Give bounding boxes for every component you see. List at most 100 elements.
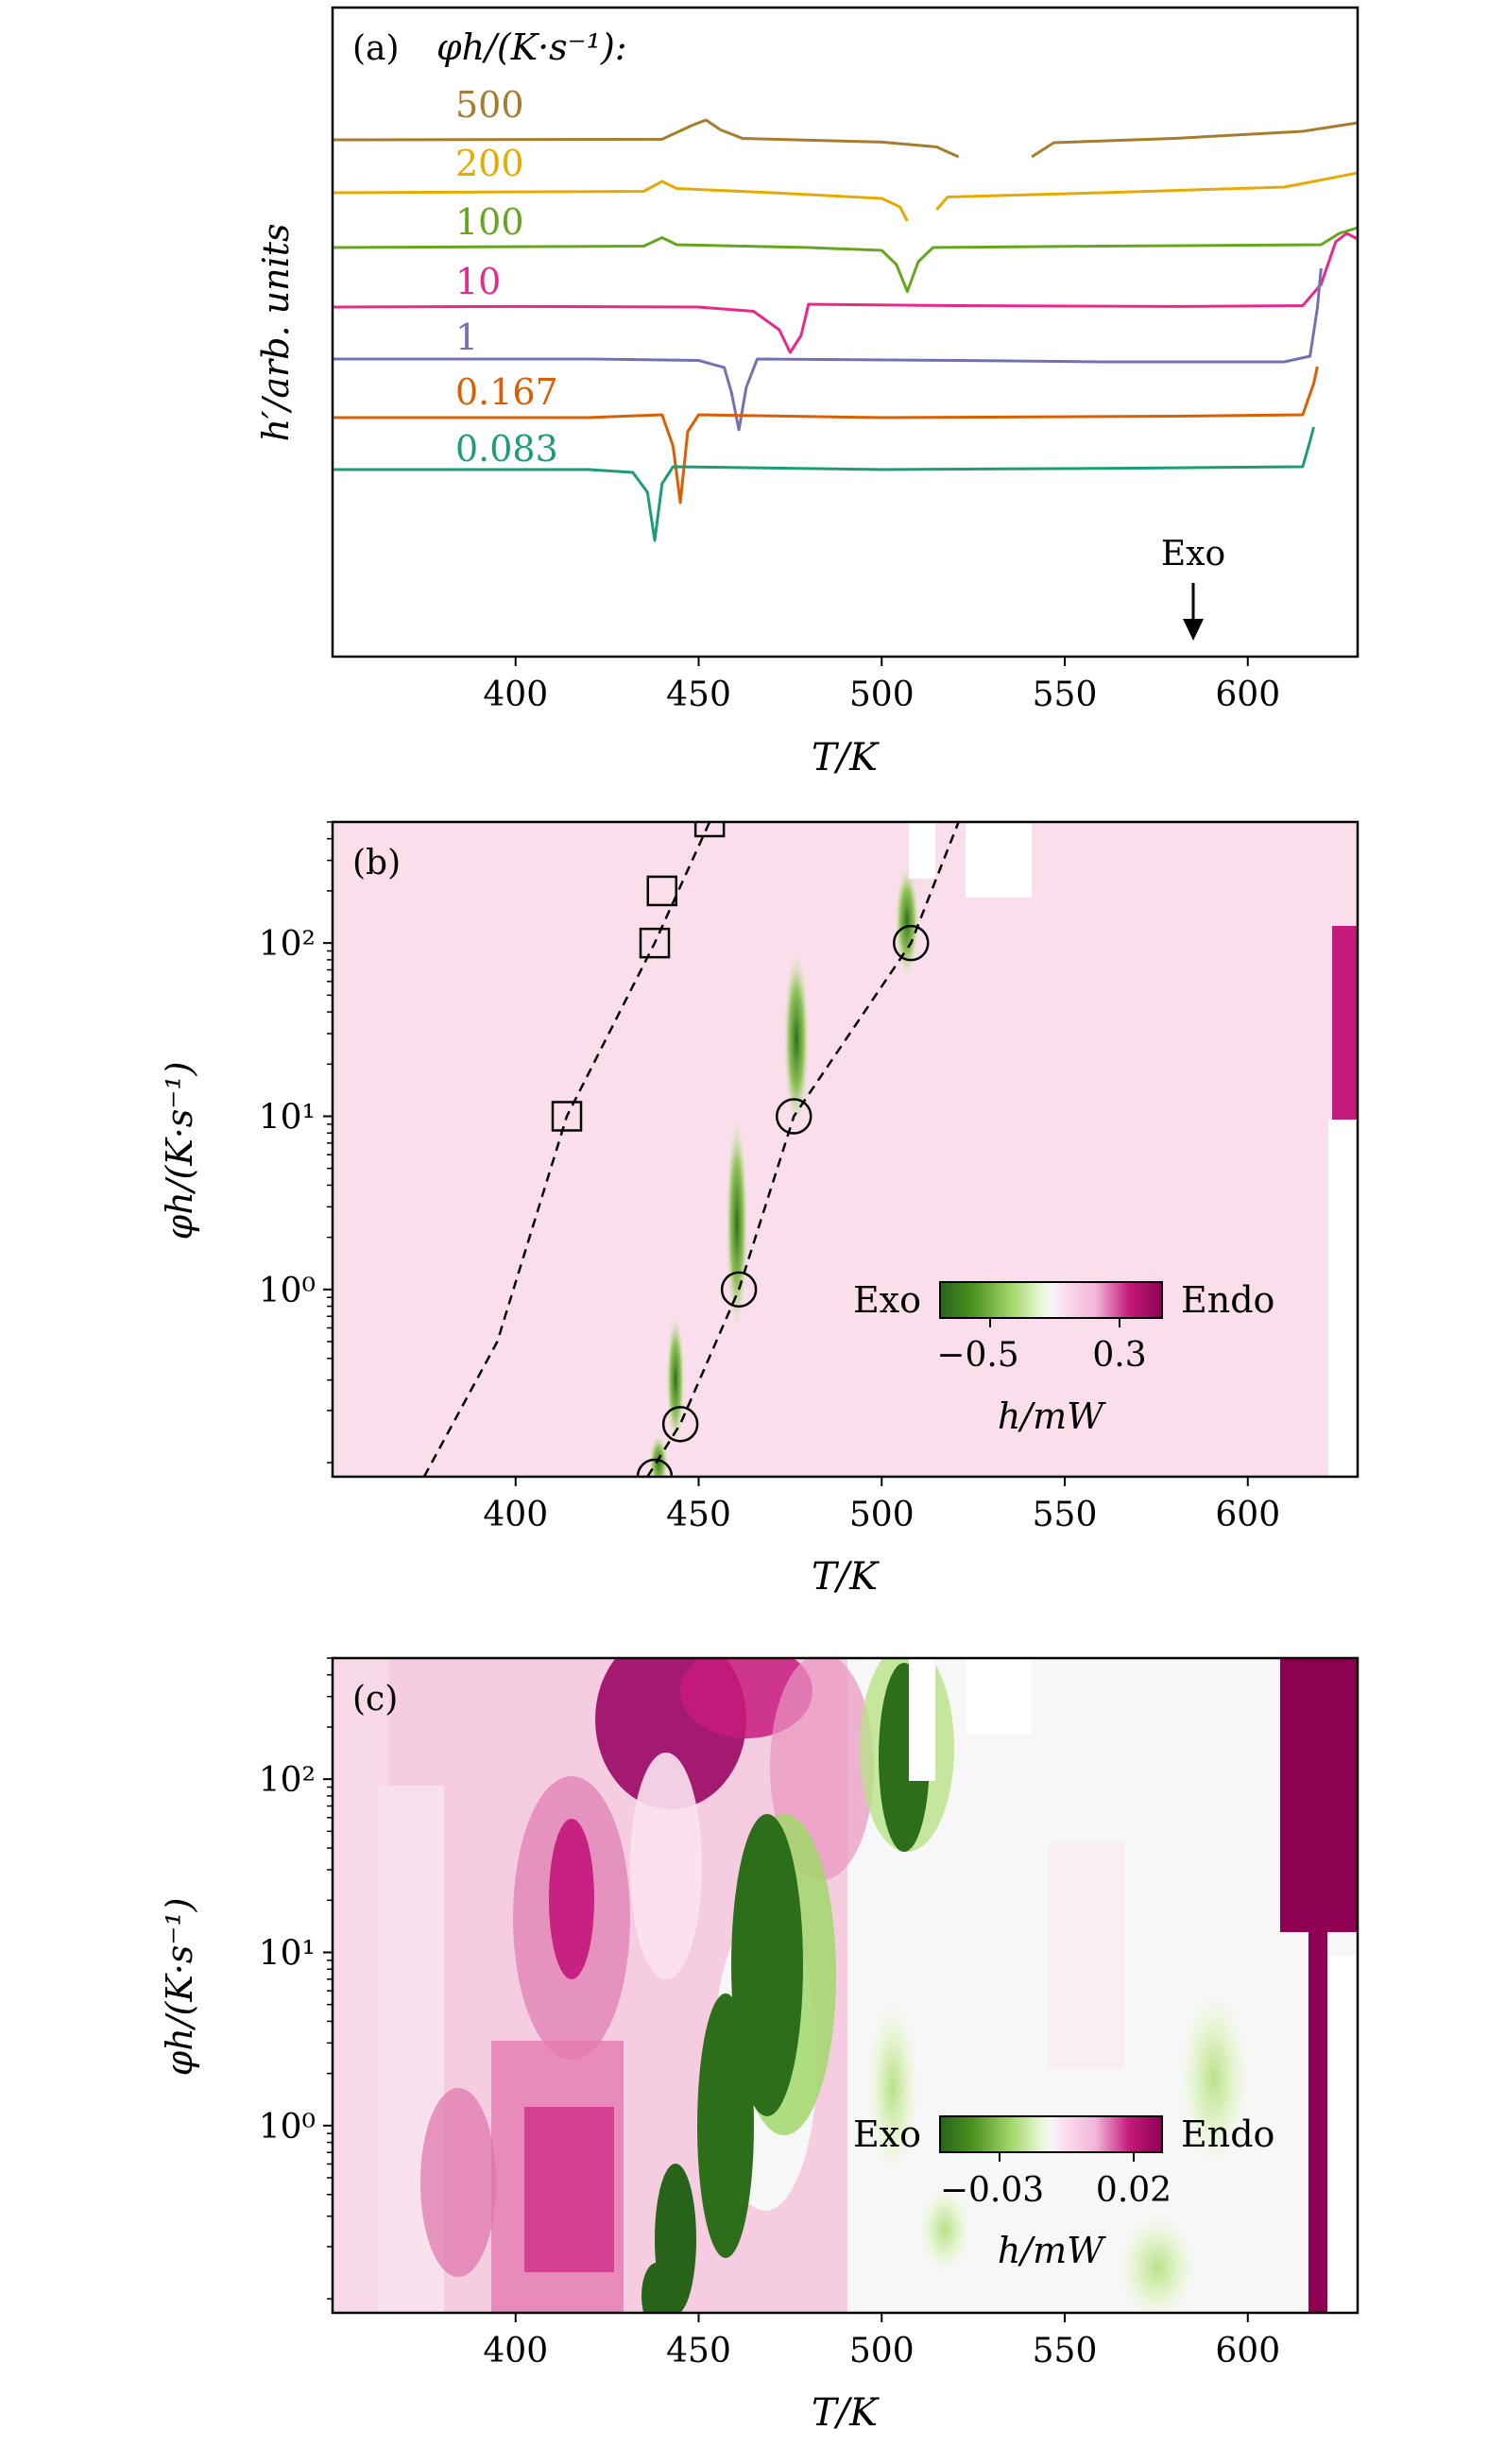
y-tick-label: 10⁰ (259, 1272, 316, 1310)
blank-region-b (1328, 1120, 1358, 1477)
heatmap-b (333, 822, 1358, 1477)
plot-frame-c (331, 1656, 1360, 2315)
x-tick-label: 450 (666, 1496, 731, 1534)
exo-blob-c (641, 2263, 672, 2313)
y-tick-label: 10¹ (259, 1098, 316, 1137)
series-line-0.167 (333, 366, 1319, 505)
x-tick-label: 400 (483, 1496, 548, 1534)
series-line-500 (333, 118, 960, 159)
panel-c: 400 450 500 550 600 10⁰ 10¹ 10² (c) Exo Endo −… (159, 1656, 1360, 2435)
colorbar-label: h/mW (998, 2230, 1106, 2271)
blank-region-b (966, 822, 1032, 898)
exo-arrow-icon (1183, 583, 1204, 641)
x-tick-label: 500 (849, 2332, 915, 2370)
x-tick-label: 500 (849, 1496, 915, 1534)
colorbar-exo-label: Exo (853, 2113, 921, 2155)
exo-blob-c (864, 1993, 921, 2182)
x-ticks-a: 400 450 500 550 600 (483, 657, 1280, 714)
blank-region-c (909, 1658, 935, 1781)
legend-entry: 0.083 (455, 428, 558, 470)
square-marker (639, 927, 671, 959)
x-tick-label: 450 (666, 2332, 731, 2370)
series-line-200 (935, 171, 1358, 211)
x-tick-label: 450 (666, 676, 731, 714)
y-ticks-b: 10⁰ 10¹ 10² (259, 821, 333, 1463)
x-tick-label: 400 (483, 676, 548, 714)
fit-lines-b (422, 822, 960, 1477)
exo-blob-c (916, 2182, 973, 2277)
panel-b: 400 450 500 550 600 10⁰ 10¹ 10² (b) Exo Endo −… (159, 820, 1360, 1599)
panel-label-a: (a) (352, 29, 400, 68)
x-tick-label: 550 (1033, 2332, 1098, 2370)
colorbar-tick-label: 0.3 (1092, 1336, 1146, 1375)
colorbar-c: Exo Endo −0.03 0.02 h/mW (853, 2113, 1274, 2271)
x-tick-label: 500 (849, 676, 915, 714)
panel-label-b: (b) (352, 844, 401, 882)
legend-entry: 10 (455, 261, 501, 302)
x-tick-label: 600 (1215, 1496, 1280, 1534)
endo-blob-c (549, 1819, 594, 1979)
line-series-group (333, 118, 1358, 542)
x-axis-label-c: T/K (812, 2391, 880, 2435)
colorbar-tick-label: 0.02 (1096, 2171, 1172, 2210)
colorbar-gradient (939, 2115, 1163, 2153)
legend-entry: 0.167 (455, 371, 558, 413)
y-tick-label: 10² (259, 1761, 316, 1800)
colorbar-tick-label: −0.5 (936, 1336, 1018, 1375)
light-region-c (630, 1753, 702, 1979)
heatmap-c (333, 1658, 1358, 2313)
x-axis-label-b: T/K (812, 1555, 880, 1599)
exo-blob-c (697, 1993, 754, 2258)
plot-frame-b (331, 820, 1360, 1479)
colorbar-endo-label: Endo (1181, 2113, 1274, 2155)
light-region-c (1049, 1842, 1124, 2069)
square-marker (646, 875, 677, 907)
x-tick-label: 400 (483, 2332, 548, 2370)
legend: 500 200 100 10 1 0.167 0.083 (455, 84, 558, 470)
x-axis-label-a: T/K (812, 736, 880, 779)
legend-entry: 500 (455, 84, 524, 126)
x-tick-label: 550 (1033, 676, 1098, 714)
panel-label-c: (c) (352, 1680, 398, 1719)
y-ticks-c: 10⁰ 10¹ 10² (259, 1657, 333, 2300)
colorbar-label: h/mW (998, 1395, 1106, 1437)
exo-peak-b (726, 1115, 748, 1332)
colorbar-b: Exo Endo −0.5 0.3 h/mW (853, 1279, 1274, 1437)
series-line-10 (333, 231, 1358, 354)
blank-region-c (966, 1658, 1032, 1734)
blank-region-b (909, 822, 935, 879)
markers-b (551, 822, 930, 1477)
heatmap-background-b (333, 822, 1358, 1477)
blank-region-c (1327, 1956, 1358, 2313)
circle-marker (893, 924, 930, 962)
x-ticks-b: 400 450 500 550 600 (483, 1477, 1280, 1534)
colorbar-gradient (939, 1281, 1163, 1319)
exo-annotation: Exo (1161, 535, 1225, 573)
square-marker (551, 1101, 583, 1132)
series-line-100 (333, 226, 1358, 293)
exo-peak-b (783, 950, 810, 1129)
endo-blob-c (420, 2088, 496, 2277)
series-line-0.083 (333, 426, 1315, 542)
series-line-1 (333, 267, 1323, 432)
endo-blob-c (524, 2107, 614, 2272)
fit-line (646, 822, 960, 1477)
endo-edge-c (1308, 1880, 1327, 2313)
legend-entry: 100 (455, 201, 524, 243)
x-ticks-c: 400 450 500 550 600 (483, 2313, 1280, 2370)
series-line-200 (333, 180, 909, 222)
colorbar-tick-label: −0.03 (940, 2171, 1044, 2210)
x-tick-label: 600 (1215, 676, 1280, 714)
colorbar-endo-label: Endo (1181, 1279, 1274, 1321)
legend-entry: 200 (455, 143, 524, 184)
y-axis-label-b: φh/(K·s⁻¹) (159, 1062, 200, 1241)
y-tick-label: 10⁰ (259, 2108, 316, 2147)
legend-title: φh/(K·s⁻¹): (436, 26, 627, 68)
y-axis-label-a: h′/arb. units (255, 223, 297, 441)
x-tick-label: 550 (1033, 1496, 1098, 1534)
exo-blob-c (1176, 1984, 1252, 2173)
panel-a: 400 450 500 550 600 (a) φh/(K·s⁻¹): 500 200 10… (255, 6, 1360, 779)
y-tick-label: 10¹ (259, 1934, 316, 1973)
exo-peak-b (666, 1313, 685, 1446)
